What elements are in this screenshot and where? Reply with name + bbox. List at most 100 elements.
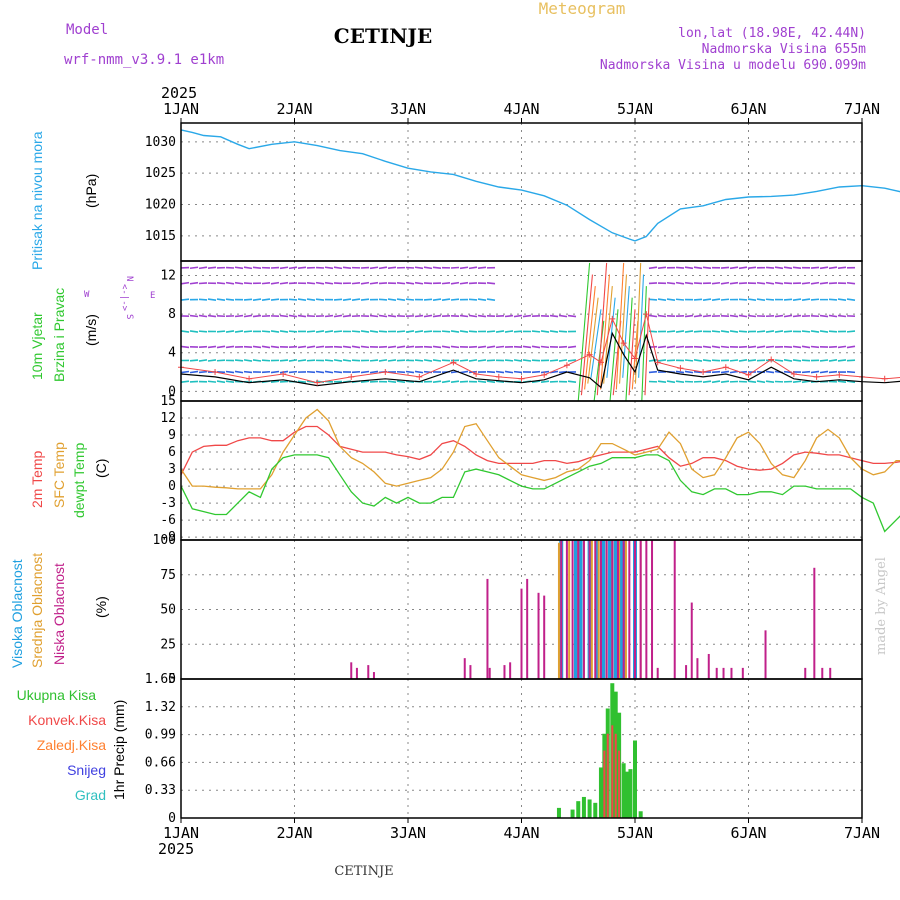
precipitation-ytick-label: 0 <box>168 811 176 826</box>
low-cloud-bar <box>486 578 489 679</box>
wind-arrow <box>225 380 235 383</box>
wind-arrow <box>243 359 253 362</box>
wind-arrow <box>477 266 487 269</box>
wind-arrow <box>315 281 325 285</box>
wind-arrow <box>702 380 712 383</box>
wind-arrow <box>657 298 667 301</box>
wind-arrow <box>423 298 433 301</box>
wind-arrow <box>729 314 739 318</box>
xtick-label-bottom: 6JAN <box>730 824 766 842</box>
low-cloud-bar <box>520 588 523 679</box>
wind-arrow <box>405 281 415 285</box>
wind-arrow <box>369 281 379 285</box>
wind-arrow <box>360 298 370 301</box>
wind-arrow <box>486 380 496 384</box>
storm-arrow <box>609 309 619 402</box>
wind-arrow <box>261 359 271 362</box>
wind-arrow <box>837 359 847 362</box>
low-cloud-bar <box>543 595 546 679</box>
wind-arrow <box>801 370 811 374</box>
gust-marker <box>382 369 389 376</box>
wind-arrows <box>180 266 856 384</box>
pressure-ytick-label: 1030 <box>145 135 176 150</box>
wind-arrow <box>720 345 730 349</box>
wind-arrow <box>180 370 190 374</box>
wind-arrow <box>729 370 739 374</box>
wind-arrow <box>810 298 820 301</box>
wind-arrow <box>414 359 424 362</box>
wind-arrow <box>441 380 451 384</box>
temperature-ytick-label: -3 <box>160 496 176 511</box>
wind-arrow <box>729 266 739 270</box>
storm-arrow <box>590 309 602 378</box>
total-rain-bar <box>587 799 592 818</box>
wind-arrow <box>783 359 793 362</box>
wind-arrow <box>468 359 478 362</box>
wind-arrow <box>216 330 226 333</box>
wind-arrow <box>225 370 235 374</box>
wind-arrow <box>252 314 262 318</box>
wind-arrow <box>828 266 838 270</box>
wind-arrow <box>711 281 721 285</box>
wind-arrow <box>693 266 703 270</box>
wind-arrow <box>243 314 253 318</box>
wind-arrow <box>387 359 397 362</box>
wind-arrow <box>792 380 802 383</box>
wind-arrow <box>459 359 469 362</box>
wind-arrow <box>702 345 712 349</box>
wind-arrow <box>567 345 577 349</box>
wind-arrow <box>288 314 298 318</box>
temperature-labels: 2m Temp SFC Temp dewpt Temp (C) <box>29 442 109 518</box>
wind-arrow <box>702 298 712 301</box>
wind-arrow <box>702 359 712 362</box>
wind-arrow <box>279 359 289 362</box>
wind-unit: (m/s) <box>83 314 99 346</box>
gust-marker <box>768 356 775 363</box>
precipitation-ytick-label: 1.32 <box>145 700 176 715</box>
sfc-temp-title: SFC Temp <box>51 442 67 508</box>
wind-arrow <box>675 281 685 285</box>
low-cloud-bar <box>685 665 688 679</box>
wind-arrow <box>819 359 829 362</box>
storm-arrow <box>619 274 628 384</box>
credit-text: made by Angel <box>874 557 889 655</box>
wind-arrow <box>396 359 406 362</box>
cloudiness-grid: 0 25 50 75 100 <box>153 533 862 687</box>
wind-labels: 10m Vjetar Brzina i Pravac (m/s) N <-|->… <box>29 276 155 382</box>
wind-arrow <box>657 266 667 269</box>
wind-arrow <box>693 314 703 318</box>
low-cloud-bar <box>821 667 824 679</box>
wind-arrow <box>243 298 253 301</box>
total-rain-bar <box>638 811 643 818</box>
wind-arrow <box>837 314 847 318</box>
wind-arrow <box>207 359 217 362</box>
wind-arrow <box>522 345 532 349</box>
wind-arrow <box>315 345 325 349</box>
wind-arrow <box>198 330 208 333</box>
wind-arrow <box>198 314 208 318</box>
wind-arrow <box>396 345 406 349</box>
wind-arrow <box>423 266 433 270</box>
high-cloud-bar <box>573 540 578 679</box>
wind-arrow <box>531 330 541 333</box>
low-cloud-bar <box>656 667 659 679</box>
wind-arrow <box>657 345 667 349</box>
wind-arrow <box>270 298 280 301</box>
wind-arrow <box>396 298 406 301</box>
precipitation-ytick-label: 0.33 <box>145 783 176 798</box>
wind-arrow <box>216 281 226 285</box>
wind-arrow <box>792 359 802 362</box>
low-cloud-bar <box>605 540 608 679</box>
gust-markers <box>178 311 888 386</box>
wind-arrow <box>351 330 361 333</box>
wind-arrow <box>432 314 442 318</box>
wind-arrow <box>432 359 442 362</box>
wind-arrow <box>270 370 280 374</box>
total-rain-bar <box>581 796 586 818</box>
wind-arrow <box>243 282 253 285</box>
wind-arrow <box>351 370 361 374</box>
wind-ytick-label: 12 <box>160 268 176 283</box>
wind-arrow <box>783 298 793 301</box>
wind-arrow <box>315 330 325 333</box>
convective-rain-bar <box>618 750 621 818</box>
